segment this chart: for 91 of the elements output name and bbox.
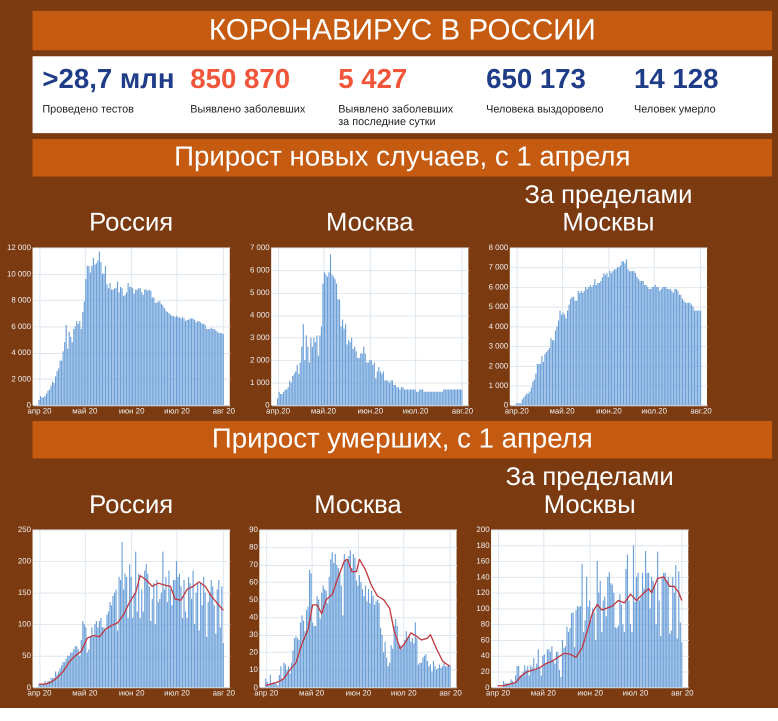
x-tick-label: авг 20 bbox=[212, 406, 236, 416]
y-tick-label: 3 000 bbox=[488, 342, 509, 351]
chart-title: Москва bbox=[326, 208, 414, 237]
y-tick-label: 6 000 bbox=[11, 322, 32, 331]
x-tick-label: июн 20 bbox=[118, 406, 146, 416]
y-tick-label: 20 bbox=[249, 648, 258, 657]
y-tick-label: 200 bbox=[476, 524, 490, 534]
text: Человека выздоровело bbox=[486, 103, 604, 116]
y-tick-label: 30 bbox=[249, 630, 258, 640]
x-tick-label: июн.20 bbox=[596, 406, 622, 416]
x-tick-label: июн 20 bbox=[346, 688, 372, 698]
y-tick-label: 8 000 bbox=[11, 296, 32, 305]
y-tick-label: 60 bbox=[480, 635, 490, 644]
category-label: 5 427 bbox=[338, 62, 408, 94]
y-tick-label: 6 000 bbox=[488, 282, 509, 292]
chart-title: Москва bbox=[314, 490, 402, 519]
y-tick-label: 150 bbox=[18, 588, 32, 598]
y-tick-label: 80 bbox=[249, 542, 258, 552]
y-tick-label: 12 000 bbox=[6, 242, 32, 252]
line-series bbox=[496, 576, 682, 686]
y-tick-label: 50 bbox=[22, 651, 32, 660]
y-tick-label: 4 000 bbox=[11, 348, 32, 358]
y-tick-label: 90 bbox=[249, 524, 258, 534]
y-tick-label: 7 000 bbox=[488, 262, 509, 272]
x-tick-label: июн 20 bbox=[577, 688, 604, 698]
x-tick-label: июл 20 bbox=[390, 688, 418, 698]
text: Выявлено заболевших за последние сутки bbox=[338, 103, 454, 128]
y-tick-label: 1 000 bbox=[250, 378, 270, 388]
chart-title: За пределами Москвы bbox=[506, 463, 674, 519]
x-tick-label: авг.20 bbox=[452, 406, 474, 416]
y-tick-label: 20 bbox=[480, 666, 490, 676]
x-tick-label: май 20 bbox=[299, 688, 325, 698]
y-tick-label: 40 bbox=[249, 612, 258, 622]
y-tick-label: 4 000 bbox=[488, 322, 509, 331]
y-tick-label: 3 000 bbox=[250, 333, 270, 342]
y-tick-label: 140 bbox=[476, 572, 490, 582]
line-series bbox=[38, 574, 224, 685]
y-tick-label: 2 000 bbox=[488, 361, 509, 370]
x-tick-label: май 20 bbox=[72, 406, 98, 416]
y-tick-label: 8 000 bbox=[488, 242, 509, 252]
x-tick-label: июн 20 bbox=[118, 688, 146, 698]
y-tick-label: 120 bbox=[476, 588, 490, 598]
y-tick-label: 5 000 bbox=[250, 288, 270, 298]
text: Человек умерло bbox=[634, 103, 716, 116]
x-tick-label: июл.20 bbox=[402, 406, 430, 416]
x-tick-label: июл.20 bbox=[641, 406, 668, 416]
text: Прирост новых случаев, с 1 апреля bbox=[174, 140, 630, 172]
y-tick-label: 4 000 bbox=[250, 310, 270, 320]
category-label: 850 870 bbox=[190, 62, 290, 94]
y-tick-label: 100 bbox=[476, 604, 490, 613]
text: Проведено тестов bbox=[42, 103, 134, 116]
category-label: >28,7 млн bbox=[42, 62, 175, 94]
y-tick-label: 5 000 bbox=[488, 302, 509, 312]
y-tick-label: 100 bbox=[18, 620, 32, 629]
y-tick-label: 180 bbox=[476, 540, 490, 550]
y-tick-label: 10 000 bbox=[6, 269, 32, 278]
y-tick-label: 160 bbox=[476, 556, 490, 566]
x-tick-label: май 20 bbox=[530, 688, 557, 698]
y-tick-label: 40 bbox=[480, 651, 490, 660]
x-tick-label: июл 20 bbox=[164, 406, 190, 416]
y-tick-label: 7 000 bbox=[250, 242, 270, 252]
x-tick-label: июл 20 bbox=[622, 688, 649, 698]
x-tick-label: июл 20 bbox=[164, 688, 190, 698]
x-tick-label: май.20 bbox=[549, 406, 576, 416]
y-tick-label: 2 000 bbox=[250, 356, 270, 365]
y-tick-label: 50 bbox=[249, 595, 258, 604]
x-tick-label: май 20 bbox=[72, 688, 98, 698]
y-tick-label: 250 bbox=[18, 524, 32, 534]
y-tick-label: 80 bbox=[480, 620, 490, 629]
x-tick-label: май.20 bbox=[310, 406, 337, 416]
chart-title: За пределами Москвы bbox=[524, 181, 692, 237]
text: Выявлено заболевших bbox=[190, 103, 306, 116]
category-label: 14 128 bbox=[634, 62, 718, 94]
x-tick-label: авг 20 bbox=[212, 688, 236, 698]
line-series bbox=[265, 558, 451, 686]
chart-title: Россия bbox=[89, 490, 174, 519]
text: КОРОНАВИРУС В РОССИИ bbox=[208, 13, 596, 46]
y-tick-label: 6 000 bbox=[250, 266, 270, 275]
category-label: 650 173 bbox=[486, 62, 586, 94]
y-tick-label: 10 bbox=[249, 665, 258, 674]
chart-title: Россия bbox=[89, 208, 174, 237]
x-tick-label: июн.20 bbox=[357, 406, 384, 416]
x-tick-label: авг 20 bbox=[671, 688, 694, 698]
x-tick-label: авг.20 bbox=[690, 406, 712, 416]
y-tick-label: 1 000 bbox=[488, 381, 509, 390]
y-tick-label: 2 000 bbox=[11, 374, 32, 384]
y-tick-label: 70 bbox=[249, 560, 258, 570]
y-tick-label: 60 bbox=[249, 578, 258, 587]
text: Прирост умерших, с 1 апреля bbox=[212, 422, 593, 454]
x-tick-label: авг 20 bbox=[439, 688, 462, 698]
y-tick-label: 200 bbox=[18, 556, 32, 566]
